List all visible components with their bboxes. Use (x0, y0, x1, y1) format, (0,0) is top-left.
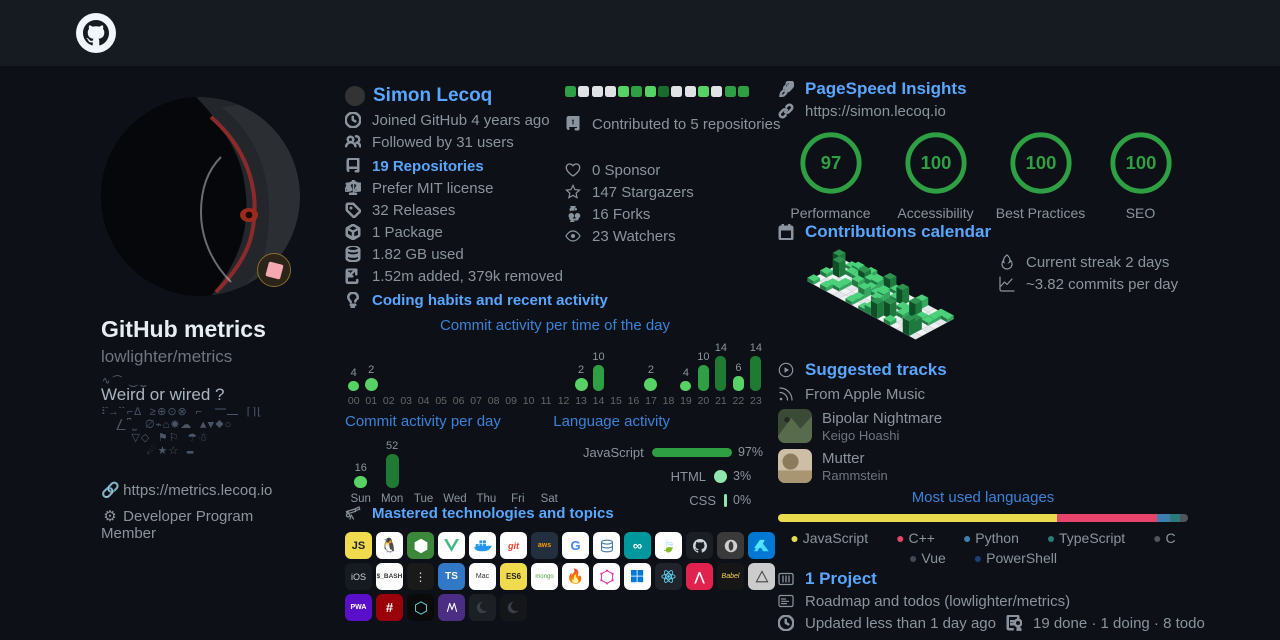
svg-text:97: 97 (820, 152, 841, 173)
svg-text:100: 100 (920, 152, 951, 173)
svg-text:100: 100 (1025, 152, 1056, 173)
svg-text:100: 100 (1125, 152, 1156, 173)
